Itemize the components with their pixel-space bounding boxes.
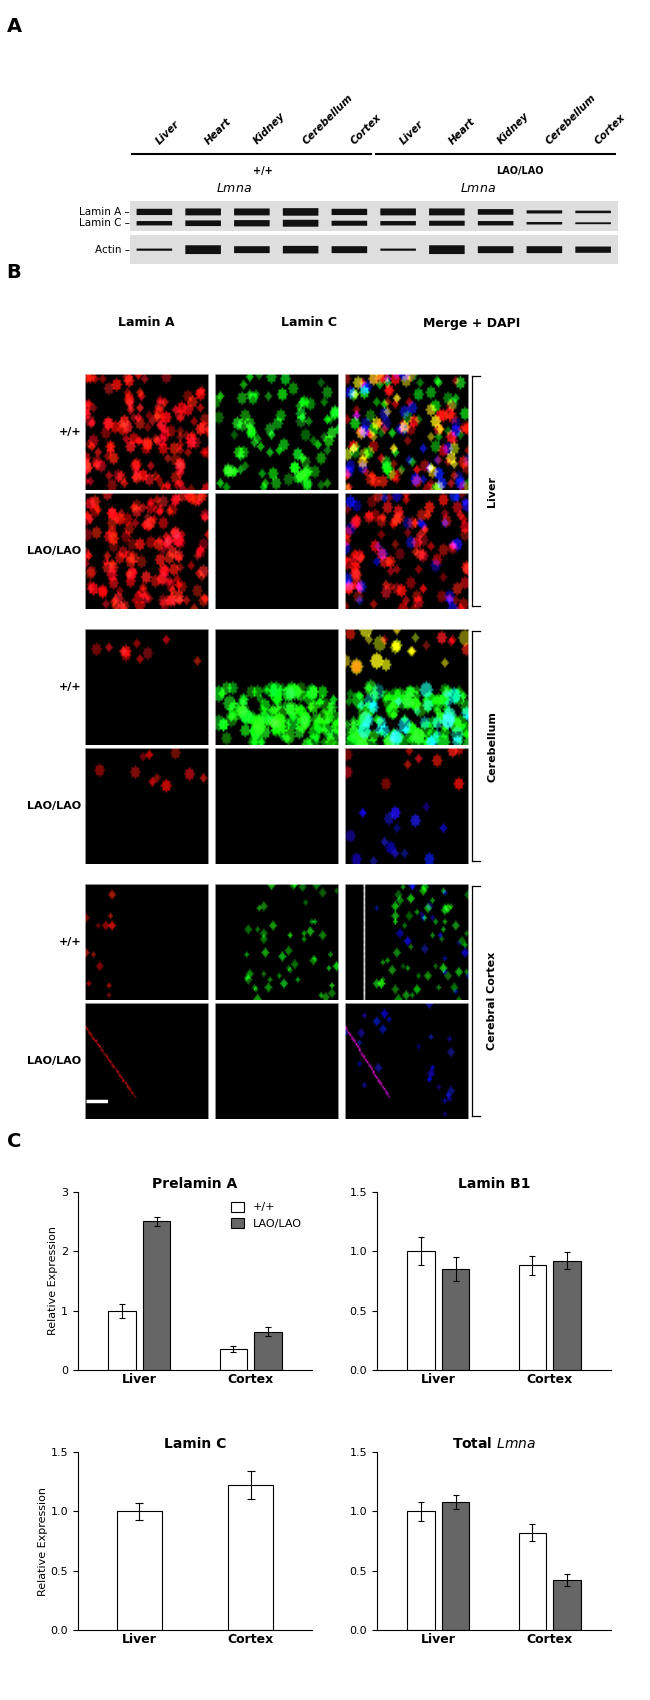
FancyBboxPatch shape	[283, 246, 318, 253]
Title: Prelamin A: Prelamin A	[152, 1176, 238, 1190]
Bar	[519, 1533, 547, 1630]
Bar	[220, 1350, 248, 1370]
FancyBboxPatch shape	[429, 245, 465, 253]
Text: +/+: +/+	[253, 167, 272, 177]
Text: Cortex: Cortex	[350, 112, 384, 146]
FancyBboxPatch shape	[478, 209, 514, 214]
Text: Liver: Liver	[155, 119, 182, 146]
FancyBboxPatch shape	[380, 221, 416, 226]
FancyBboxPatch shape	[526, 223, 562, 224]
FancyBboxPatch shape	[478, 246, 514, 253]
Text: Actin –: Actin –	[95, 245, 130, 255]
Bar	[108, 1311, 136, 1370]
Y-axis label: Relative Expression: Relative Expression	[48, 1226, 58, 1336]
FancyBboxPatch shape	[332, 209, 367, 216]
FancyBboxPatch shape	[234, 219, 270, 226]
Text: Lamin C –: Lamin C –	[79, 218, 130, 228]
FancyBboxPatch shape	[332, 221, 367, 226]
Text: Merge + DAPI: Merge + DAPI	[422, 316, 520, 330]
FancyBboxPatch shape	[185, 221, 221, 226]
Bar	[407, 1511, 435, 1630]
FancyBboxPatch shape	[575, 223, 611, 224]
FancyBboxPatch shape	[526, 211, 562, 214]
Text: C: C	[6, 1132, 21, 1151]
Bar	[254, 1331, 282, 1370]
FancyBboxPatch shape	[185, 209, 221, 216]
Bar	[553, 1581, 581, 1630]
Legend: +/+, LAO/LAO: +/+, LAO/LAO	[226, 1197, 306, 1232]
FancyBboxPatch shape	[136, 221, 172, 226]
Text: A: A	[6, 17, 21, 36]
Text: Lamin C: Lamin C	[281, 316, 337, 330]
Y-axis label: Relative Expression: Relative Expression	[38, 1486, 48, 1596]
Text: Cerebellum: Cerebellum	[300, 92, 354, 146]
Text: Kidney: Kidney	[495, 110, 531, 146]
Bar	[228, 1486, 273, 1630]
Text: Cerebellum: Cerebellum	[487, 711, 497, 782]
Text: LAO/LAO: LAO/LAO	[27, 801, 81, 811]
Bar	[441, 1501, 469, 1630]
Text: +/+: +/+	[58, 937, 81, 947]
Text: $\mathit{Lmna}$: $\mathit{Lmna}$	[216, 182, 252, 196]
Text: +/+: +/+	[58, 682, 81, 692]
Text: Lamin A: Lamin A	[118, 316, 174, 330]
Text: Lamin A –: Lamin A –	[79, 207, 130, 218]
Text: Heart: Heart	[203, 116, 233, 146]
Text: Cerebellum: Cerebellum	[545, 92, 598, 146]
FancyBboxPatch shape	[380, 209, 416, 216]
Text: LAO/LAO: LAO/LAO	[27, 546, 81, 556]
Text: Liver: Liver	[398, 119, 426, 146]
Text: Kidney: Kidney	[252, 110, 287, 146]
Title: Lamin C: Lamin C	[164, 1436, 226, 1450]
FancyBboxPatch shape	[185, 245, 221, 253]
FancyBboxPatch shape	[234, 246, 270, 253]
Bar	[407, 1251, 435, 1370]
FancyBboxPatch shape	[136, 209, 172, 216]
FancyBboxPatch shape	[380, 248, 416, 252]
Text: B: B	[6, 264, 21, 282]
Text: Cerebral Cortex: Cerebral Cortex	[487, 952, 497, 1051]
FancyBboxPatch shape	[478, 221, 514, 226]
FancyBboxPatch shape	[332, 246, 367, 253]
Bar	[519, 1265, 547, 1370]
Text: Cortex: Cortex	[593, 112, 627, 146]
FancyBboxPatch shape	[526, 246, 562, 253]
Title: Total $\mathit{Lmna}$: Total $\mathit{Lmna}$	[452, 1435, 536, 1450]
Text: LAO/LAO: LAO/LAO	[27, 1056, 81, 1066]
Text: Liver: Liver	[487, 476, 497, 507]
Text: LAO/LAO: LAO/LAO	[497, 167, 544, 177]
Text: Heart: Heart	[447, 116, 477, 146]
FancyBboxPatch shape	[283, 219, 318, 226]
Bar	[130, 201, 618, 231]
FancyBboxPatch shape	[429, 221, 465, 226]
Text: +/+: +/+	[58, 427, 81, 437]
Text: $\mathit{Lmna}$: $\mathit{Lmna}$	[460, 182, 495, 196]
Bar	[117, 1511, 162, 1630]
FancyBboxPatch shape	[283, 207, 318, 216]
Bar	[553, 1261, 581, 1370]
Bar	[142, 1222, 170, 1370]
Bar	[441, 1270, 469, 1370]
Title: Lamin B1: Lamin B1	[458, 1176, 530, 1190]
FancyBboxPatch shape	[234, 209, 270, 216]
FancyBboxPatch shape	[575, 246, 611, 253]
FancyBboxPatch shape	[136, 248, 172, 252]
FancyBboxPatch shape	[575, 211, 611, 212]
Bar	[130, 235, 618, 264]
FancyBboxPatch shape	[429, 209, 465, 216]
